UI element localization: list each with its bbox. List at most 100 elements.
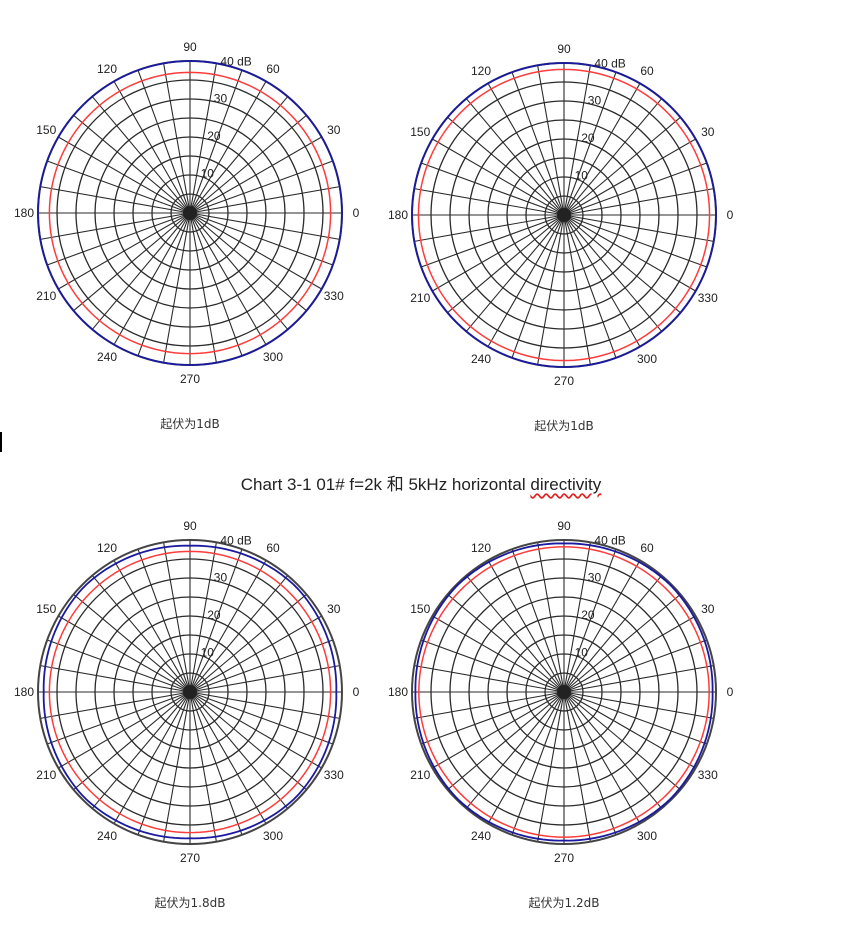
angle-label: 300 xyxy=(263,829,283,843)
grid-ring xyxy=(487,138,641,292)
series-line-2 xyxy=(418,546,710,838)
radial-tick-label: 30 xyxy=(588,94,602,108)
polar-svg-3: 0 30 60 90 120 150 180 210 240 270 300 330 10 20 30 40 … xyxy=(14,519,360,865)
angle-label: 210 xyxy=(410,768,430,782)
angle-label: 30 xyxy=(327,123,341,137)
radial-tick-label: 10 xyxy=(575,169,589,183)
angle-label: 330 xyxy=(698,768,718,782)
grid-ring xyxy=(430,81,698,349)
angle-label: 0 xyxy=(727,208,734,222)
grid-ring xyxy=(170,672,210,712)
series-line-2 xyxy=(48,550,332,834)
polar-center xyxy=(183,685,197,699)
angle-label: 60 xyxy=(640,541,654,555)
angle-label: 300 xyxy=(263,350,283,364)
angle-label: 330 xyxy=(698,291,718,305)
polar-svg-4: 0 30 60 90 120 150 180 210 240 270 300 330 10 20 30 40 … xyxy=(388,519,734,865)
grid-ring xyxy=(506,157,622,273)
grid-ring xyxy=(449,100,679,330)
angle-label: 60 xyxy=(640,64,654,78)
angle-label: 30 xyxy=(701,125,715,139)
angle-label: 180 xyxy=(388,208,408,222)
polar-svg-2: 0 30 60 90 120 150 180 210 240 270 300 330 10 20 30 40 … xyxy=(388,42,734,388)
radial-tick-label: 10 xyxy=(575,646,589,660)
angle-label: 240 xyxy=(97,829,117,843)
angle-label: 120 xyxy=(97,541,117,555)
angle-label: 120 xyxy=(471,541,491,555)
grid-ring xyxy=(151,653,229,731)
series-line-2 xyxy=(417,68,711,362)
grid-ring xyxy=(544,195,584,235)
angle-label: 90 xyxy=(183,519,197,533)
angle-label: 180 xyxy=(14,685,34,699)
series-line-1 xyxy=(411,62,717,368)
polar-center xyxy=(183,206,197,220)
angle-label: 180 xyxy=(14,206,34,220)
series-line-1 xyxy=(42,544,338,840)
angle-label: 270 xyxy=(554,374,574,388)
grid-ring xyxy=(37,539,343,845)
caption-3: 起伏为1.8dB xyxy=(154,896,226,910)
angle-label: 90 xyxy=(183,40,197,54)
radial-tick-label: 20 xyxy=(207,129,221,143)
radial-tick-label: 40 dB xyxy=(220,54,251,68)
angle-label: 0 xyxy=(353,206,360,220)
caption-4: 起伏为1.2dB xyxy=(528,896,600,910)
grid-ring xyxy=(75,98,305,328)
series-line-2 xyxy=(48,71,332,355)
grid-ring xyxy=(151,174,229,252)
radial-tick-label: 10 xyxy=(201,167,215,181)
angle-label: 150 xyxy=(36,123,56,137)
angle-label: 90 xyxy=(557,519,571,533)
polar-plot-1: 0 30 60 90 120 150 180 210 240 270 300 330 10 20 30 40 … xyxy=(0,13,390,413)
grid-ring xyxy=(525,653,603,731)
grid-ring xyxy=(94,596,286,788)
radial-tick-label: 30 xyxy=(214,571,228,585)
text-cursor xyxy=(0,432,2,452)
polar-center xyxy=(557,685,571,699)
polar-plot-3: 0 30 60 90 120 150 180 210 240 270 300 330 10 20 30 40 … xyxy=(0,492,390,892)
grid-ring xyxy=(56,558,324,826)
angle-label: 270 xyxy=(554,851,574,865)
angle-label: 240 xyxy=(471,352,491,366)
grid-ring xyxy=(506,634,622,750)
angle-label: 210 xyxy=(36,289,56,303)
grid-ring xyxy=(75,577,305,807)
angle-label: 300 xyxy=(637,829,657,843)
angle-label: 300 xyxy=(637,352,657,366)
angle-label: 60 xyxy=(266,541,280,555)
radial-tick-label: 40 dB xyxy=(594,56,625,70)
angle-label: 60 xyxy=(266,62,280,76)
polar-plot-4: 0 30 60 90 120 150 180 210 240 270 300 330 10 20 30 40 … xyxy=(364,492,764,892)
grid-ring xyxy=(449,577,679,807)
grid-ring xyxy=(113,136,267,290)
angle-label: 210 xyxy=(410,291,430,305)
radial-tick-label: 30 xyxy=(588,571,602,585)
radial-tick-label: 10 xyxy=(201,646,215,660)
angle-label: 0 xyxy=(727,685,734,699)
radial-tick-label: 30 xyxy=(214,92,228,106)
angle-label: 90 xyxy=(557,42,571,56)
grid-ring xyxy=(113,615,267,769)
angle-label: 330 xyxy=(324,289,344,303)
grid-ring xyxy=(487,615,641,769)
grid-ring xyxy=(170,193,210,233)
grid-ring xyxy=(544,672,584,712)
angle-label: 210 xyxy=(36,768,56,782)
chart-title-underlined: directivity xyxy=(530,475,602,494)
radial-tick-label: 40 dB xyxy=(594,533,625,547)
angle-label: 150 xyxy=(410,602,430,616)
angle-label: 270 xyxy=(180,851,200,865)
angle-label: 120 xyxy=(471,64,491,78)
chart-title-text: Chart 3-1 01# f=2k 和 5kHz horizontal xyxy=(240,475,531,494)
angle-label: 30 xyxy=(327,602,341,616)
radial-tick-label: 20 xyxy=(581,608,595,622)
caption-2: 起伏为1dB xyxy=(534,419,594,433)
angle-label: 240 xyxy=(97,350,117,364)
grid-ring xyxy=(132,155,248,271)
grid-ring xyxy=(430,558,698,826)
grid-ring xyxy=(468,119,660,311)
angle-label: 0 xyxy=(353,685,360,699)
series-line-1 xyxy=(37,60,343,366)
grid-ring xyxy=(132,634,248,750)
